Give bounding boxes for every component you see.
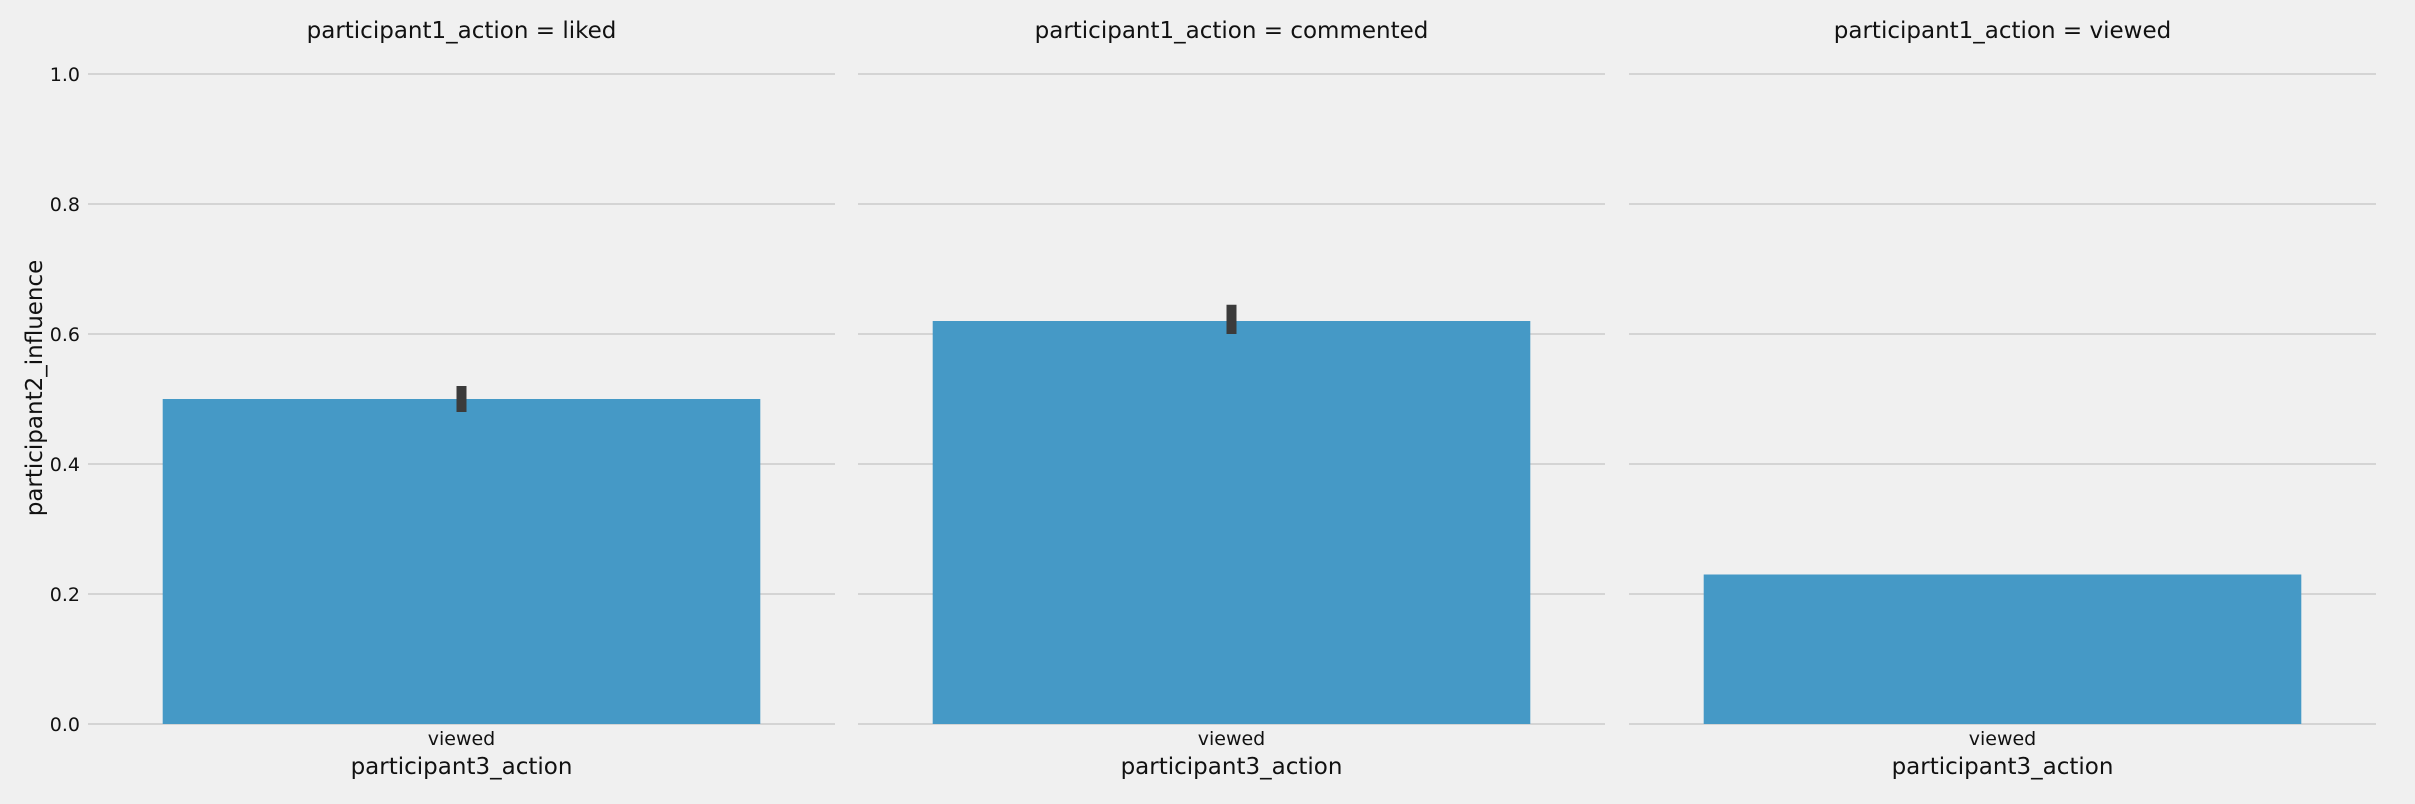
y-tick-label: 0.0 xyxy=(50,714,80,736)
bar xyxy=(932,321,1531,724)
facet-title: participant1_action = viewed xyxy=(1834,18,2171,44)
y-tick-label: 0.6 xyxy=(50,324,80,346)
y-tick-label: 1.0 xyxy=(50,64,80,86)
y-tick-label: 0.8 xyxy=(50,194,80,216)
error-bar xyxy=(1226,304,1237,334)
facet-panel: participant1_action = commented viewed par… xyxy=(858,18,1605,780)
x-tick-label: viewed xyxy=(428,728,496,750)
x-tick-label: viewed xyxy=(1969,728,2037,750)
y-tick-label: 0.2 xyxy=(50,584,80,606)
x-axis-label: participant3_action xyxy=(351,754,573,780)
facet-panel: participant1_action = liked viewed partici… xyxy=(88,18,835,780)
x-tick-label: viewed xyxy=(1198,728,1266,750)
x-axis-label: participant3_action xyxy=(1121,754,1343,780)
x-axis-label: participant3_action xyxy=(1892,754,2114,780)
bar xyxy=(162,399,761,724)
facet-title: participant1_action = commented xyxy=(1035,18,1429,44)
y-axis: 0.0 0.2 0.4 0.6 0.8 1.0 xyxy=(50,64,80,736)
bar xyxy=(1703,574,2302,724)
facet-panels: participant1_action = likedviewedpartici… xyxy=(88,18,2376,780)
facet-title: participant1_action = liked xyxy=(307,18,617,44)
y-axis-label: participant2_influence xyxy=(22,260,48,517)
facet-panel: participant1_action = viewed viewed partic… xyxy=(1629,18,2376,780)
error-bar xyxy=(456,386,467,412)
y-tick-label: 0.4 xyxy=(50,454,80,476)
